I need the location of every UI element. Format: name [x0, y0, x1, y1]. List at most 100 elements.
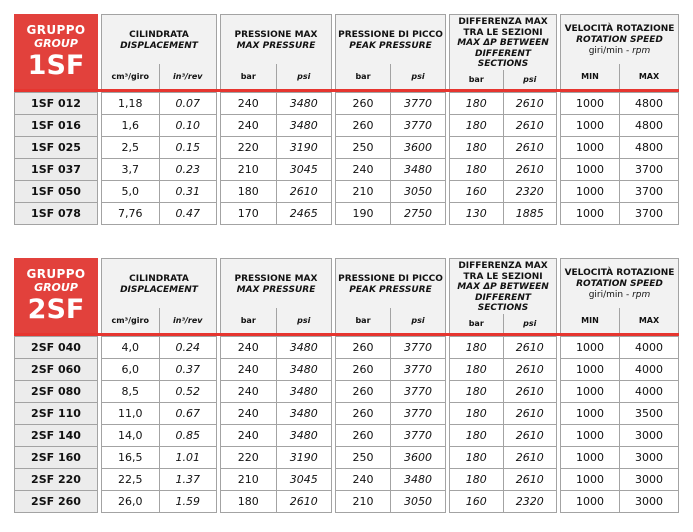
- value-cell: 3480: [276, 359, 331, 380]
- value-cell: 180: [450, 337, 503, 358]
- value-cell: 210: [336, 491, 390, 512]
- column-group-title: PRESSIONE MAX MAX PRESSURE: [221, 15, 331, 64]
- group-badge-line1: GRUPPO: [26, 23, 86, 38]
- value-column-group: 1000 4800 1000 4800 1000 4800 1000 3700 1000 3700…: [560, 92, 679, 225]
- value-cell: 160: [450, 181, 503, 202]
- unit-row: bar psi: [336, 308, 445, 333]
- value-cell: 2610: [503, 337, 556, 358]
- unit-label: bar: [355, 72, 371, 81]
- value-column-group: 260 3770 260 3770 260 3770 260 3770 260 3770 250 36…: [335, 336, 446, 513]
- value-cell: 3190: [276, 137, 331, 158]
- value-cell: 4800: [620, 137, 678, 158]
- column-group-title-primary: VELOCITÀ ROTAZIONE: [564, 24, 675, 35]
- value-cell: 3770: [391, 403, 445, 424]
- column-group-header: PRESSIONE MAX MAX PRESSURE bar psi: [220, 258, 332, 333]
- value-cell: 2610: [503, 381, 556, 402]
- row-label: 2SF 260: [15, 491, 97, 512]
- value-cell: 3000: [620, 425, 678, 446]
- value-cell: 180: [450, 115, 503, 136]
- value-cell: 11,0: [102, 403, 159, 424]
- value-cell: 2610: [503, 469, 556, 490]
- value-cell: 14,0: [102, 425, 159, 446]
- group-badge-line2: GROUP: [34, 281, 78, 295]
- value-column-group: 180 2610 180 2610 180 2610 180 2610 160 2320 130 18…: [449, 92, 557, 225]
- column-group-title: PRESSIONE DI PICCO PEAK PRESSURE: [336, 15, 445, 64]
- value-cell: 0.52: [159, 381, 216, 402]
- value-cell: 0.24: [159, 337, 216, 358]
- column-group-title-secondary: DISPLACEMENT: [120, 284, 198, 295]
- column-group-title-primary: PRESSIONE MAX: [234, 29, 318, 40]
- column-group-title: PRESSIONE DI PICCO PEAK PRESSURE: [336, 259, 445, 308]
- value-cell: 180: [450, 93, 503, 114]
- value-cell: 180: [221, 181, 276, 202]
- value-cell: 1000: [561, 425, 619, 446]
- column-group-title-secondary: DISPLACEMENT: [120, 40, 198, 51]
- value-cell: 1000: [561, 115, 619, 136]
- value-cell: 2750: [391, 203, 445, 224]
- column-group-header: PRESSIONE DI PICCO PEAK PRESSURE bar psi: [335, 14, 446, 89]
- value-column-group: 260 3770 260 3770 250 3600 240 3480 210 3050 190 27…: [335, 92, 446, 225]
- subtitle-italic: rpm: [632, 289, 651, 300]
- value-cell: 1000: [561, 137, 619, 158]
- column-group-header: CILINDRATA DISPLACEMENT cm³/giro in³/rev: [101, 14, 217, 89]
- value-cell: 2610: [503, 115, 556, 136]
- value-cell: 26,0: [102, 491, 159, 512]
- column-group-title-secondary: MAX ΔP BETWEEN DIFFERENT SECTIONS: [457, 38, 549, 70]
- subtitle-plain: giri/min -: [588, 289, 633, 300]
- value-cell: 2610: [503, 447, 556, 468]
- unit-label: psi: [390, 64, 445, 89]
- value-cell: 1000: [561, 93, 619, 114]
- value-cell: 180: [450, 447, 503, 468]
- value-cell: 2610: [276, 181, 331, 202]
- value-cell: 3000: [620, 491, 678, 512]
- unit-label: cm³/giro: [111, 316, 149, 325]
- row-label: 1SF 037: [15, 159, 97, 180]
- group-badge-line2: GROUP: [34, 37, 78, 51]
- value-cell: 2610: [276, 491, 331, 512]
- value-cell: 240: [336, 469, 390, 490]
- column-group-title: VELOCITÀ ROTAZIONE ROTATION SPEED giri/min…: [561, 259, 678, 308]
- header-separator-line: [14, 333, 679, 336]
- value-cell: 260: [336, 359, 390, 380]
- value-cell: 6,0: [102, 359, 159, 380]
- row-label: 1SF 012: [15, 93, 97, 114]
- value-cell: 210: [336, 181, 390, 202]
- value-cell: 1000: [561, 359, 619, 380]
- unit-label: bar: [240, 72, 256, 81]
- value-cell: 3600: [391, 447, 445, 468]
- unit-label: psi: [275, 308, 332, 333]
- value-cell: 3045: [276, 159, 331, 180]
- value-column-group: 1000 4000 1000 4000 1000 4000 1000 3500 1000 3000…: [560, 336, 679, 513]
- unit-label: MIN: [581, 316, 599, 325]
- row-label: 1SF 025: [15, 137, 97, 158]
- value-cell: 1000: [561, 159, 619, 180]
- column-group-header: DIFFERENZA MAX TRA LE SEZIONI MAX ΔP BETW…: [449, 258, 557, 333]
- column-group-title-secondary: MAX ΔP BETWEEN DIFFERENT SECTIONS: [457, 282, 549, 314]
- column-group-title-secondary: PEAK PRESSURE: [349, 40, 432, 51]
- unit-label: psi: [502, 70, 557, 89]
- value-cell: 0.31: [159, 181, 216, 202]
- value-cell: 3480: [276, 425, 331, 446]
- group-badge-code: 2SF: [27, 293, 85, 325]
- value-cell: 180: [450, 381, 503, 402]
- spec-table-1sf: GRUPPO GROUP 1SF CILINDRATA DISPLACEMENT cm³/…: [14, 14, 679, 225]
- column-group-header: PRESSIONE MAX MAX PRESSURE bar psi: [220, 14, 332, 89]
- value-cell: 180: [450, 137, 503, 158]
- column-group-header: PRESSIONE DI PICCO PEAK PRESSURE bar psi: [335, 258, 446, 333]
- column-group-title: VELOCITÀ ROTAZIONE ROTATION SPEED giri/min…: [561, 15, 678, 64]
- value-cell: 2465: [276, 203, 331, 224]
- value-cell: 5,0: [102, 181, 159, 202]
- value-cell: 4000: [620, 381, 678, 402]
- value-cell: 3770: [391, 115, 445, 136]
- column-group-title-secondary: ROTATION SPEED: [576, 35, 663, 46]
- value-cell: 0.47: [159, 203, 216, 224]
- value-column-group: 4,0 0.24 6,0 0.37 8,5 0.52 11,0 0.67 14,0 0.85 16,…: [101, 336, 217, 513]
- subtitle-italic: rpm: [632, 45, 651, 56]
- value-cell: 0.23: [159, 159, 216, 180]
- value-cell: 2610: [503, 403, 556, 424]
- value-cell: 22,5: [102, 469, 159, 490]
- unit-row: bar psi: [450, 70, 556, 89]
- column-group-header: DIFFERENZA MAX TRA LE SEZIONI MAX ΔP BETW…: [449, 14, 557, 89]
- value-cell: 3700: [620, 181, 678, 202]
- column-group-subtitle: giri/min - rpm: [589, 290, 651, 301]
